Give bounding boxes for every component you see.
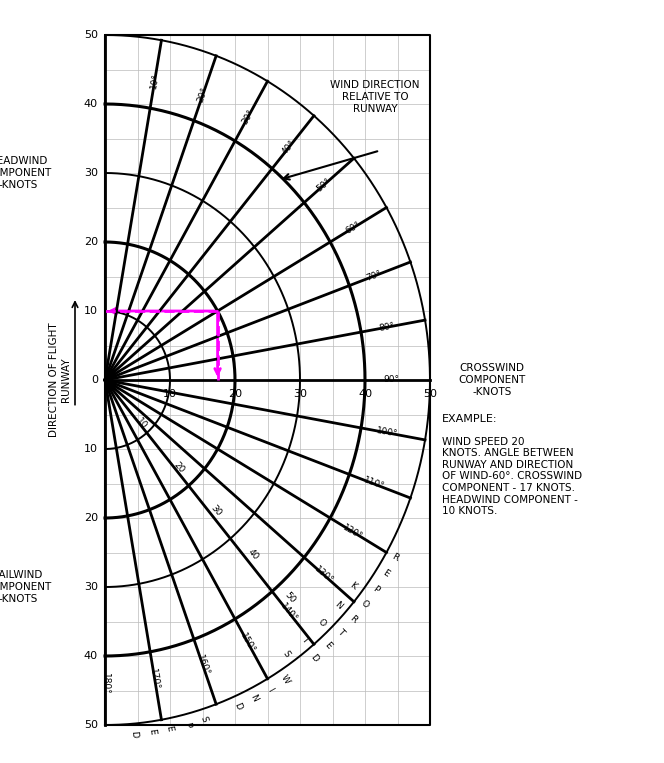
Text: WIND DIRECTION
RELATIVE TO
RUNWAY: WIND DIRECTION RELATIVE TO RUNWAY (330, 80, 420, 114)
Text: 20: 20 (228, 389, 242, 399)
Text: 20: 20 (84, 237, 98, 247)
Text: O: O (359, 599, 370, 610)
Text: 10: 10 (163, 389, 177, 399)
Text: 20: 20 (84, 513, 98, 523)
Text: 40: 40 (84, 651, 98, 661)
Text: 30: 30 (208, 504, 223, 518)
Text: 140°: 140° (278, 601, 299, 623)
Text: 110°: 110° (362, 476, 386, 492)
Text: O: O (316, 617, 327, 629)
Text: 40: 40 (84, 99, 98, 109)
Text: HEADWIND
COMPONENT
-KNOTS: HEADWIND COMPONENT -KNOTS (0, 156, 52, 189)
Text: 0: 0 (91, 375, 98, 385)
Text: 40°: 40° (280, 138, 297, 156)
Text: 50: 50 (84, 30, 98, 40)
Text: 80°: 80° (378, 321, 395, 333)
Text: N: N (333, 600, 344, 610)
Text: WIND SPEED 20
KNOTS. ANGLE BETWEEN
RUNWAY AND DIRECTION
OF WIND-60°. CROSSWIND
C: WIND SPEED 20 KNOTS. ANGLE BETWEEN RUNWA… (442, 436, 582, 516)
Text: 10°: 10° (149, 72, 161, 90)
Text: 70°: 70° (365, 269, 383, 283)
Text: 10: 10 (84, 444, 98, 454)
Text: 130°: 130° (313, 565, 335, 585)
Text: D: D (232, 701, 243, 711)
Text: 30: 30 (84, 582, 98, 592)
Text: TAILWIND
COMPONENT
-KNOTS: TAILWIND COMPONENT -KNOTS (0, 571, 52, 604)
Text: 20°: 20° (196, 85, 210, 104)
Text: EXAMPLE:: EXAMPLE: (442, 414, 497, 424)
Text: DIRECTION OF FLIGHT
RUNWAY: DIRECTION OF FLIGHT RUNWAY (49, 323, 71, 437)
Text: P: P (182, 721, 192, 728)
Text: P: P (371, 584, 380, 594)
Text: 50: 50 (423, 389, 437, 399)
Text: 10: 10 (84, 306, 98, 316)
Text: S: S (199, 716, 209, 723)
Text: 150°: 150° (238, 631, 258, 655)
Text: 20: 20 (172, 460, 186, 475)
Text: E: E (322, 640, 333, 651)
Text: S: S (280, 649, 291, 659)
Text: 90°: 90° (383, 375, 399, 385)
Text: 30°: 30° (240, 108, 256, 126)
Text: 50°: 50° (315, 176, 333, 194)
Text: 40: 40 (246, 547, 260, 562)
Text: D: D (308, 652, 319, 663)
Text: 50: 50 (84, 720, 98, 730)
Text: W: W (279, 674, 291, 686)
Text: 60°: 60° (343, 221, 362, 236)
Text: R: R (390, 552, 400, 563)
Text: N: N (248, 694, 260, 703)
Text: 120°: 120° (341, 523, 365, 541)
Text: I: I (265, 686, 274, 693)
Text: D: D (129, 730, 139, 738)
Text: 170°: 170° (148, 668, 161, 691)
Text: 160°: 160° (195, 654, 210, 677)
Text: T: T (335, 627, 346, 638)
Text: K: K (349, 581, 359, 591)
Text: E: E (165, 725, 175, 732)
Text: 50: 50 (283, 591, 297, 605)
Text: 30: 30 (293, 389, 307, 399)
Text: T: T (299, 634, 309, 644)
Text: CROSSWIND
COMPONENT
-KNOTS: CROSSWIND COMPONENT -KNOTS (458, 363, 526, 397)
Text: 40: 40 (358, 389, 372, 399)
Text: E: E (380, 568, 390, 579)
Text: 30: 30 (84, 168, 98, 178)
Text: 10: 10 (135, 417, 149, 431)
Text: 180°: 180° (100, 673, 110, 694)
Text: 100°: 100° (375, 427, 398, 439)
Text: E: E (147, 729, 157, 736)
Text: R: R (347, 613, 359, 624)
